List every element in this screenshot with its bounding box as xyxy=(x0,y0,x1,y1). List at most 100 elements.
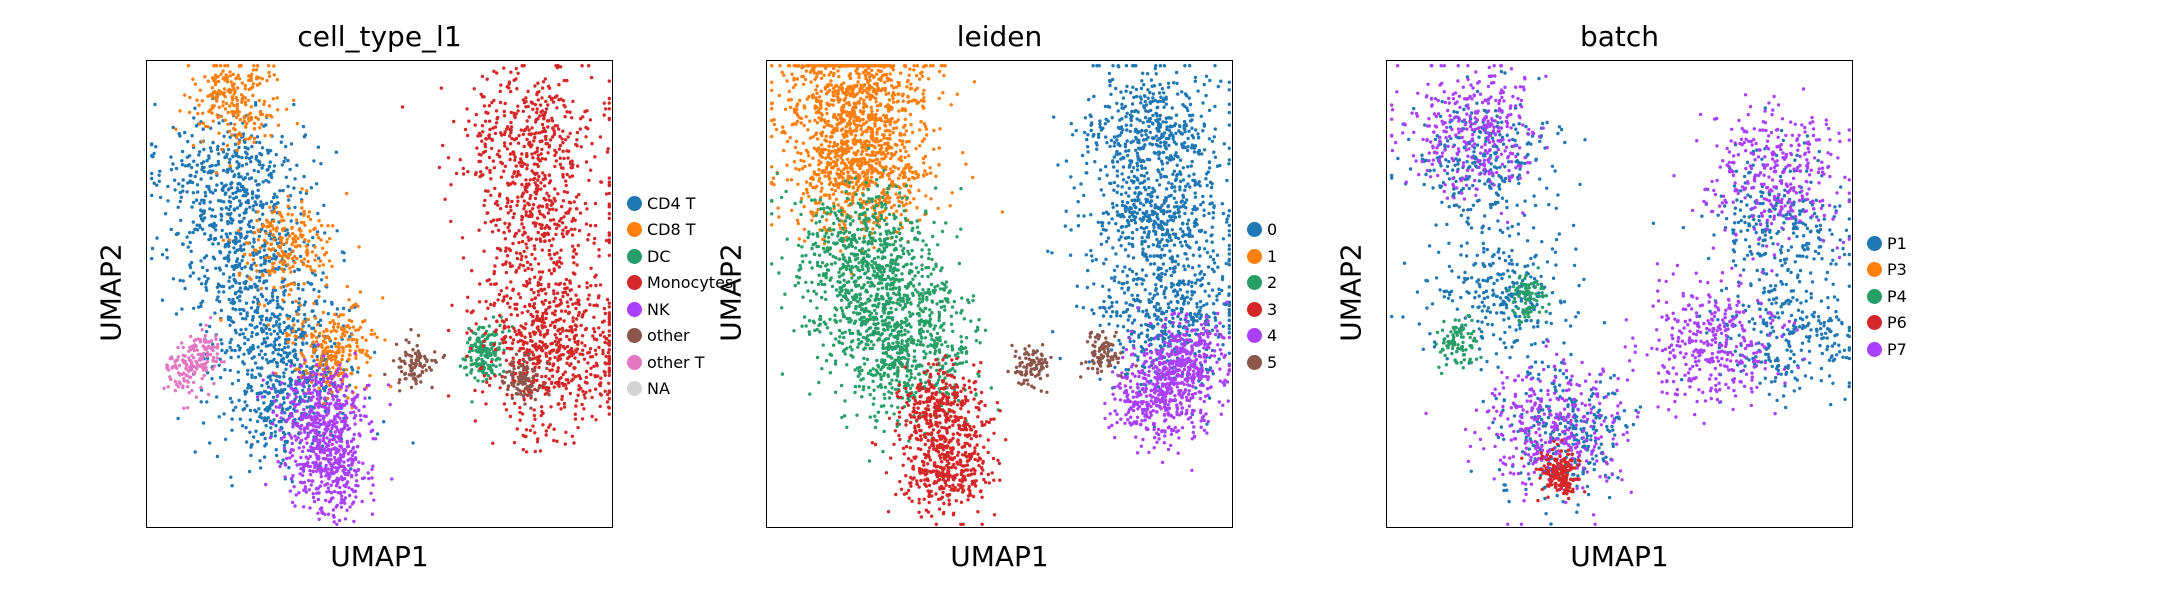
data-point xyxy=(289,142,294,146)
data-point xyxy=(525,125,529,129)
data-point xyxy=(515,332,519,337)
data-point xyxy=(508,152,513,156)
data-point xyxy=(270,115,274,119)
data-point xyxy=(275,413,279,418)
data-point xyxy=(565,190,570,195)
data-point xyxy=(488,376,492,380)
data-point xyxy=(509,131,513,135)
data-point xyxy=(250,356,254,360)
data-point xyxy=(334,394,338,398)
data-point xyxy=(542,383,546,387)
data-point xyxy=(271,422,275,426)
data-point xyxy=(312,499,317,504)
data-point xyxy=(220,207,224,211)
data-point xyxy=(187,163,191,167)
data-point xyxy=(520,380,524,384)
data-point xyxy=(329,491,334,495)
data-point xyxy=(317,362,322,366)
data-point xyxy=(321,456,325,461)
data-point xyxy=(260,205,265,210)
data-point xyxy=(607,216,611,220)
data-point xyxy=(178,109,182,113)
data-point xyxy=(277,380,281,384)
data-point xyxy=(535,146,540,150)
data-point xyxy=(607,116,611,121)
data-point xyxy=(181,359,185,363)
data-point xyxy=(343,449,348,453)
data-point xyxy=(258,246,263,250)
data-point xyxy=(252,261,256,265)
data-point xyxy=(328,461,332,466)
data-point xyxy=(532,244,537,248)
data-point xyxy=(317,517,321,521)
data-point xyxy=(362,414,367,418)
data-point xyxy=(1180,90,1184,94)
data-point xyxy=(310,378,315,382)
data-point xyxy=(522,207,526,211)
data-point xyxy=(579,116,583,121)
data-point xyxy=(257,234,261,238)
data-point xyxy=(306,434,310,439)
data-point xyxy=(291,264,295,269)
data-point xyxy=(193,450,197,454)
data-point xyxy=(288,252,292,256)
data-point xyxy=(286,345,290,349)
data-point xyxy=(573,218,577,222)
data-point xyxy=(290,441,294,446)
data-point xyxy=(547,285,551,289)
data-point xyxy=(478,282,482,286)
data-point xyxy=(351,304,355,308)
data-point xyxy=(316,441,320,445)
data-point xyxy=(493,131,498,136)
data-point xyxy=(234,190,238,194)
data-point xyxy=(409,385,414,390)
data-point xyxy=(174,312,179,316)
data-point xyxy=(304,250,309,254)
data-point xyxy=(535,149,539,154)
data-point xyxy=(525,119,529,123)
data-point xyxy=(399,365,403,369)
data-point xyxy=(176,355,180,359)
data-point xyxy=(506,325,511,329)
data-point xyxy=(521,447,525,452)
data-point xyxy=(237,172,241,176)
data-point xyxy=(354,328,358,332)
data-point xyxy=(288,266,292,270)
legend-marker-icon xyxy=(627,301,642,317)
data-point xyxy=(579,386,583,390)
data-point xyxy=(516,340,520,344)
data-point xyxy=(234,111,238,115)
data-point xyxy=(260,330,265,334)
data-point xyxy=(419,364,423,368)
data-point xyxy=(188,348,193,352)
data-point xyxy=(388,402,392,407)
scatter-canvas xyxy=(150,64,611,526)
data-point xyxy=(562,103,566,107)
data-point xyxy=(257,302,262,307)
legend-item: NA xyxy=(627,376,733,403)
data-point xyxy=(336,461,340,465)
data-point xyxy=(589,372,593,377)
data-point xyxy=(340,464,345,469)
data-point xyxy=(374,437,378,441)
data-point xyxy=(178,278,182,283)
data-point xyxy=(238,233,242,237)
data-point xyxy=(513,329,517,334)
data-point xyxy=(338,453,343,457)
data-point xyxy=(367,396,372,400)
data-point xyxy=(572,249,576,253)
data-point xyxy=(324,283,329,287)
legend-label: NK xyxy=(647,299,670,319)
data-point xyxy=(588,389,592,393)
data-point xyxy=(286,384,291,388)
data-point xyxy=(522,398,526,402)
data-point xyxy=(547,282,551,286)
data-point xyxy=(337,477,341,481)
data-point xyxy=(338,485,342,490)
data-point xyxy=(555,106,559,110)
data-point xyxy=(528,178,532,182)
data-point xyxy=(299,439,303,443)
data-point xyxy=(231,239,236,243)
data-point xyxy=(528,262,533,267)
data-point xyxy=(352,500,356,504)
